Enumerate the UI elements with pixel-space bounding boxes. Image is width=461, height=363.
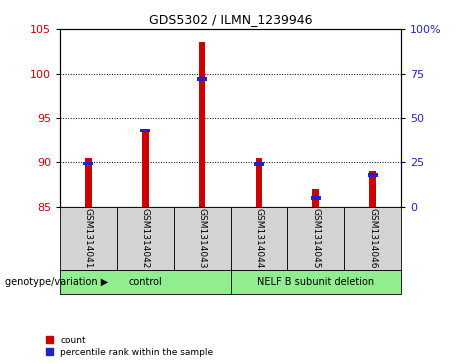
Bar — [199, 42, 206, 207]
Title: GDS5302 / ILMN_1239946: GDS5302 / ILMN_1239946 — [149, 13, 312, 26]
Bar — [254, 162, 264, 166]
Legend: count, percentile rank within the sample: count, percentile rank within the sample — [46, 336, 213, 357]
Text: control: control — [128, 277, 162, 287]
Text: GSM1314041: GSM1314041 — [84, 208, 93, 269]
Bar — [85, 158, 92, 207]
Bar — [142, 131, 148, 207]
Bar — [197, 77, 207, 81]
Text: genotype/variation ▶: genotype/variation ▶ — [5, 277, 108, 287]
Text: GSM1314044: GSM1314044 — [254, 208, 263, 269]
Bar — [255, 158, 262, 207]
Text: GSM1314042: GSM1314042 — [141, 208, 150, 269]
Bar — [83, 162, 94, 165]
Bar — [140, 129, 150, 132]
Bar — [367, 173, 378, 177]
Text: GSM1314045: GSM1314045 — [311, 208, 320, 269]
Text: GSM1314043: GSM1314043 — [198, 208, 207, 269]
Bar — [311, 196, 321, 200]
Text: NELF B subunit deletion: NELF B subunit deletion — [257, 277, 374, 287]
Bar — [313, 189, 319, 207]
Text: GSM1314046: GSM1314046 — [368, 208, 377, 269]
Bar — [369, 171, 376, 207]
